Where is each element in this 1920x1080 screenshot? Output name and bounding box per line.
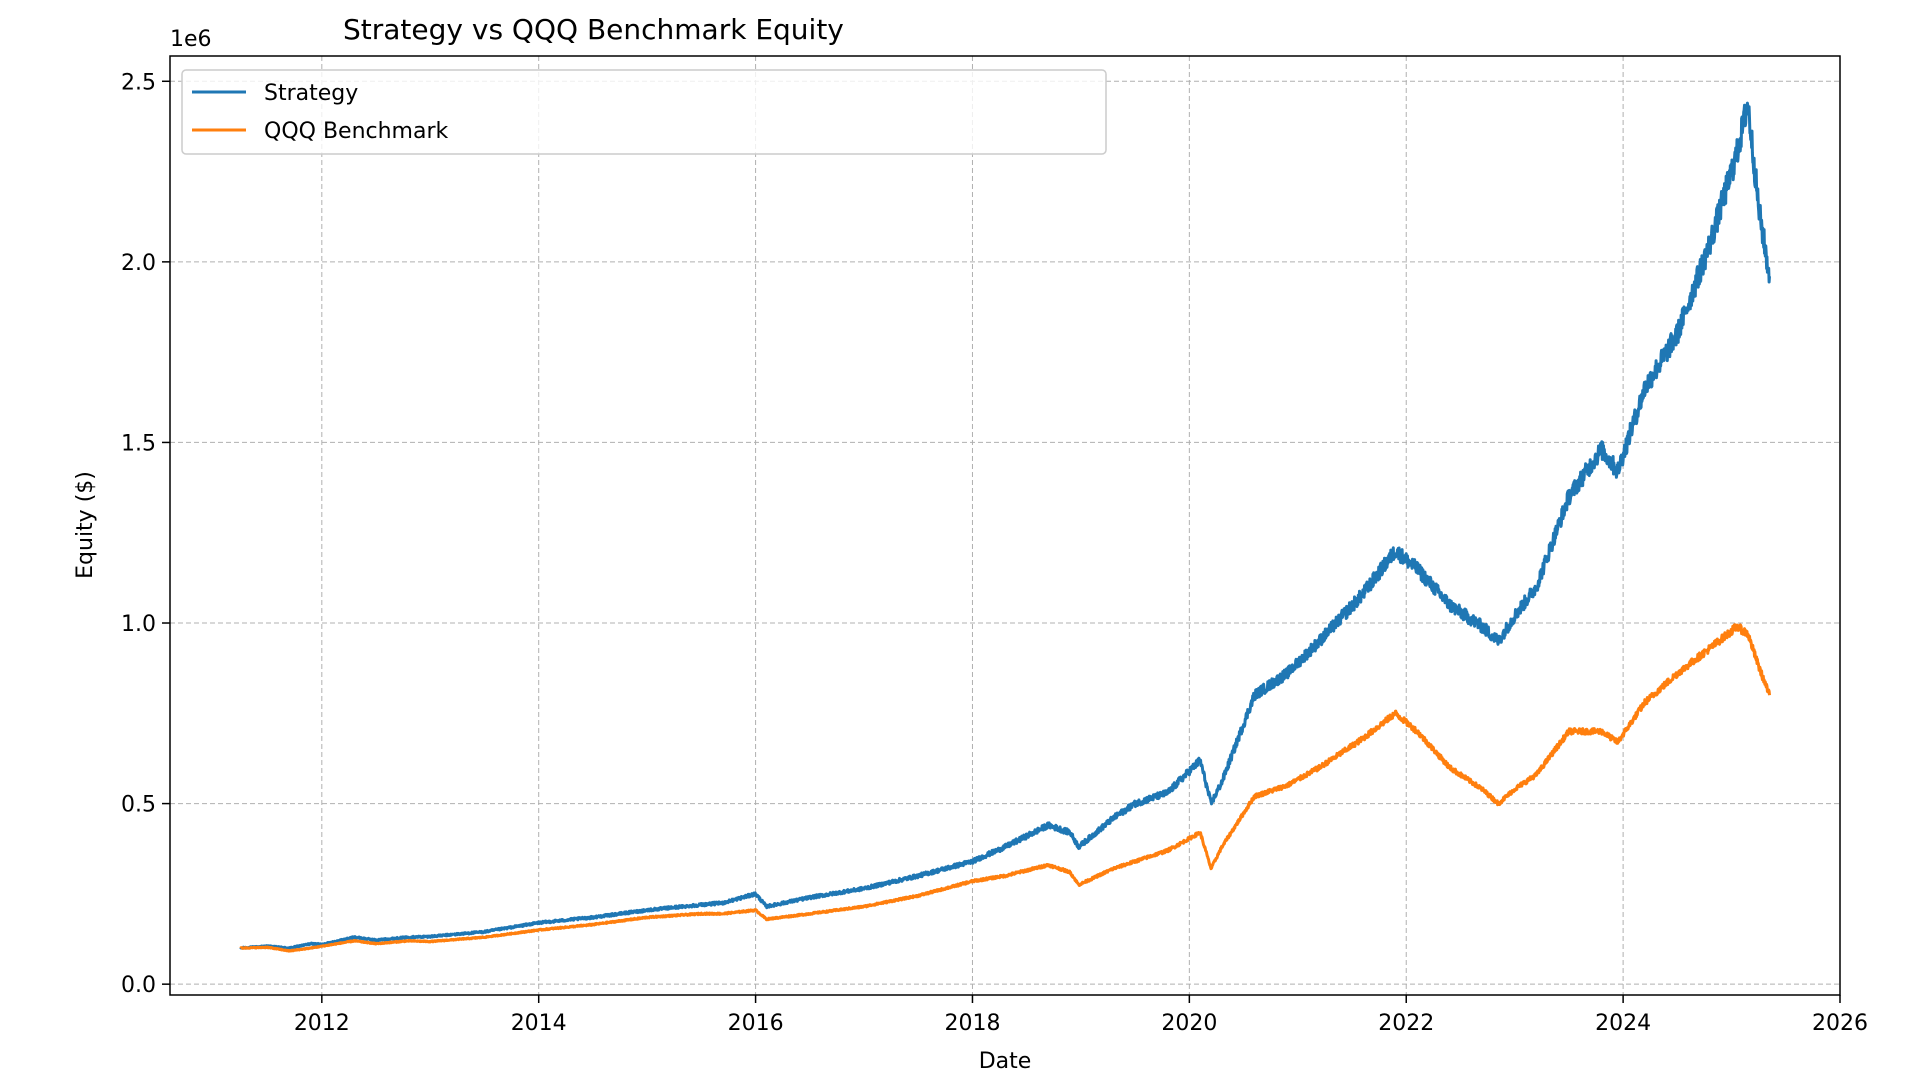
y-tick-label: 0.5 (121, 793, 156, 818)
x-tick-label: 2020 (1161, 1011, 1217, 1036)
series-line-qqq-benchmark (239, 623, 1771, 953)
y-axis-label: Equity ($) (73, 471, 98, 579)
y-tick-label: 1.5 (121, 431, 156, 456)
x-tick-label: 2026 (1812, 1011, 1868, 1036)
y-offset-text: 1e6 (170, 27, 212, 52)
x-tick-label: 2014 (511, 1011, 567, 1036)
x-axis-label: Date (979, 1049, 1032, 1074)
legend-box (181, 69, 1107, 155)
x-tick-label: 2012 (294, 1011, 350, 1036)
x-tick-label: 2016 (728, 1011, 784, 1036)
chart-title: Strategy vs QQQ Benchmark Equity (343, 13, 844, 46)
y-tick-label: 2.0 (121, 251, 156, 276)
plot-frame (169, 55, 1841, 996)
legend: Strategy QQQ Benchmark (181, 69, 1107, 155)
y-axis-ticks: 0.0 0.5 1.0 1.5 2.0 2.5 (121, 70, 170, 998)
y-tick-label: 0.0 (121, 973, 156, 998)
x-tick-label: 2018 (944, 1011, 1000, 1036)
x-axis-ticks: 2012 2014 2016 2018 2020 2022 2024 2026 (294, 995, 1868, 1036)
x-tick-label: 2024 (1595, 1011, 1651, 1036)
series-line-strategy (239, 101, 1771, 950)
series-layer (239, 101, 1771, 953)
x-tick-label: 2022 (1378, 1011, 1434, 1036)
legend-strategy-label: Strategy (264, 81, 358, 106)
y-tick-label: 2.5 (121, 70, 156, 95)
legend-qqq-label: QQQ Benchmark (264, 119, 449, 144)
y-tick-label: 1.0 (121, 612, 156, 637)
